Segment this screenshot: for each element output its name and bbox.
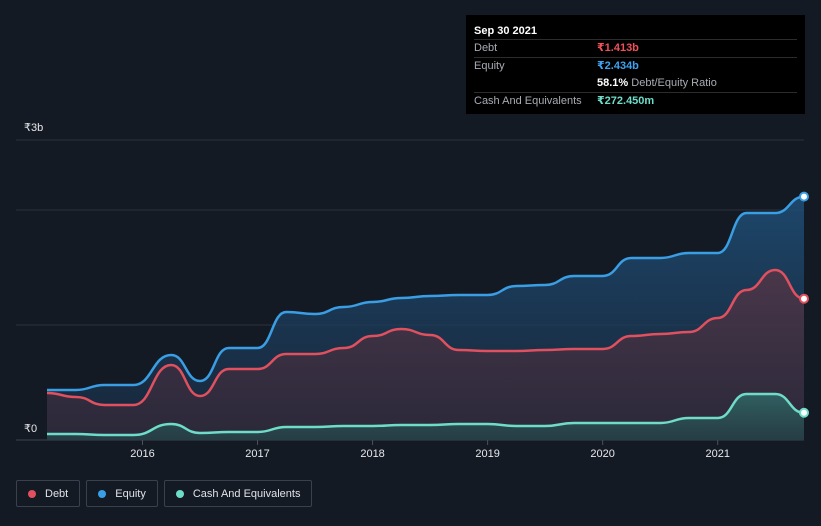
tooltip-equity-row: Equity ₹2.434b	[474, 57, 797, 75]
tooltip-cash-row: Cash And Equivalents ₹272.450m	[474, 92, 797, 110]
chart-legend: Debt Equity Cash And Equivalents	[16, 480, 313, 507]
cash-area	[47, 394, 804, 440]
x-tick-label-3: 2019	[475, 448, 499, 460]
tooltip-ratio-text: Debt/Equity Ratio	[631, 77, 717, 89]
equity-dot-icon	[98, 489, 107, 498]
tooltip-debt-value: ₹1.413b	[597, 42, 639, 54]
data-tooltip: Sep 30 2021 Debt ₹1.413b Equity ₹2.434b …	[466, 15, 805, 114]
tooltip-cash-label: Cash And Equivalents	[474, 95, 582, 107]
x-tick-label-1: 2017	[245, 448, 269, 460]
cash-line	[47, 392, 805, 437]
x-tick-label-2: 2018	[360, 448, 384, 460]
legend-label-debt: Debt	[45, 487, 69, 500]
legend-item-cash[interactable]: Cash And Equivalents	[163, 480, 313, 507]
tooltip-date: Sep 30 2021	[474, 25, 537, 37]
debt-line	[46, 268, 805, 407]
equity-line	[47, 195, 805, 392]
tooltip-cash-value: ₹272.450m	[597, 95, 655, 107]
series-lines	[46, 191, 809, 437]
tooltip-debt-label: Debt	[474, 42, 498, 54]
tooltip-equity-value: ₹2.434b	[597, 60, 639, 72]
debt-end-marker[interactable]	[799, 293, 809, 304]
y-tick-label-1: ₹0	[24, 423, 37, 435]
series-areas	[47, 196, 804, 440]
tooltip-ratio-value: 58.1%	[597, 77, 629, 89]
legend-label-equity: Equity	[115, 487, 146, 500]
y-tick-label-0: ₹3b	[24, 122, 43, 134]
x-tick-label-5: 2021	[705, 448, 729, 460]
x-tick-label-0: 2016	[130, 448, 154, 460]
tooltip-debt-row: Debt ₹1.413b	[474, 39, 797, 57]
equity-end-marker[interactable]	[799, 191, 809, 202]
legend-item-debt[interactable]: Debt	[16, 480, 81, 507]
cash-dot-icon	[175, 489, 184, 498]
x-tick-label-4: 2020	[590, 448, 614, 460]
legend-label-cash: Cash And Equivalents	[192, 487, 301, 500]
cash-end-marker[interactable]	[799, 407, 809, 418]
legend-item-equity[interactable]: Equity	[86, 480, 158, 507]
debt-area	[47, 270, 804, 440]
tooltip-equity-label: Equity	[474, 60, 505, 72]
tooltip-ratio-row: 58.1% Debt/Equity Ratio	[474, 75, 797, 92]
axis-labels: ₹3b ₹0 2016 2017 2018 2019 2020 2021	[24, 122, 730, 460]
debt-dot-icon	[28, 489, 36, 498]
